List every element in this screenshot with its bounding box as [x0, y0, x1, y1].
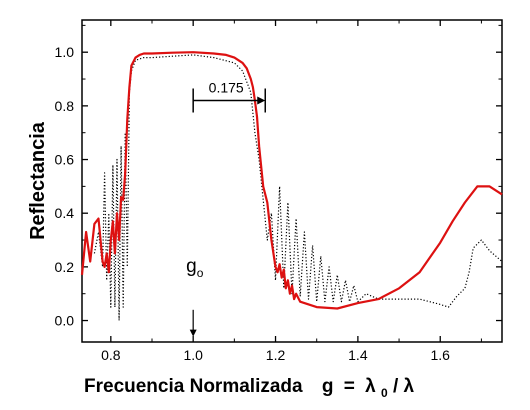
y-tick-label: 0.8	[55, 98, 75, 114]
bandwidth-arrowhead	[257, 96, 266, 105]
series-line-dotted	[93, 54, 503, 322]
x-axis-title: Frecuencia Normalizada g = λ 0 / λ	[84, 376, 415, 402]
x-axis-equals: =	[344, 376, 355, 397]
x-axis-lambda-2: λ	[404, 376, 415, 397]
x-axis-slash: /	[393, 376, 399, 397]
y-tick-label: 0.0	[55, 313, 75, 329]
x-tick-label: 1.0	[183, 347, 203, 363]
x-axis-g-symbol: g	[322, 376, 334, 397]
series-layer	[80, 51, 503, 322]
y-axis-title: Reflectancia	[27, 121, 49, 240]
y-tick-labels: 0.0 0.2 0.4 0.6 0.8 1.0	[55, 44, 75, 328]
axis-ticks	[82, 20, 502, 342]
x-tick-label: 1.6	[431, 347, 451, 363]
x-axis-lambda: λ	[365, 376, 376, 397]
y-tick-label: 0.6	[55, 152, 75, 168]
y-tick-label: 0.4	[55, 205, 75, 221]
x-tick-label: 0.8	[101, 347, 121, 363]
x-axis-title-text: Frecuencia Normalizada	[84, 376, 303, 397]
x-tick-label: 1.4	[348, 347, 368, 363]
x-axis-lambda-subscript: 0	[381, 386, 388, 400]
bandwidth-label: 0.175	[209, 80, 244, 96]
center-arrowhead	[189, 329, 197, 337]
series-line-solid	[80, 51, 503, 310]
y-tick-label: 1.0	[55, 44, 75, 60]
y-tick-label: 0.2	[55, 259, 75, 275]
x-tick-labels: 0.8 1.0 1.2 1.4 1.6	[101, 347, 450, 363]
x-tick-label: 1.2	[266, 347, 286, 363]
annotations: 0.175 go	[186, 80, 266, 337]
center-frequency-label: go	[186, 256, 204, 280]
